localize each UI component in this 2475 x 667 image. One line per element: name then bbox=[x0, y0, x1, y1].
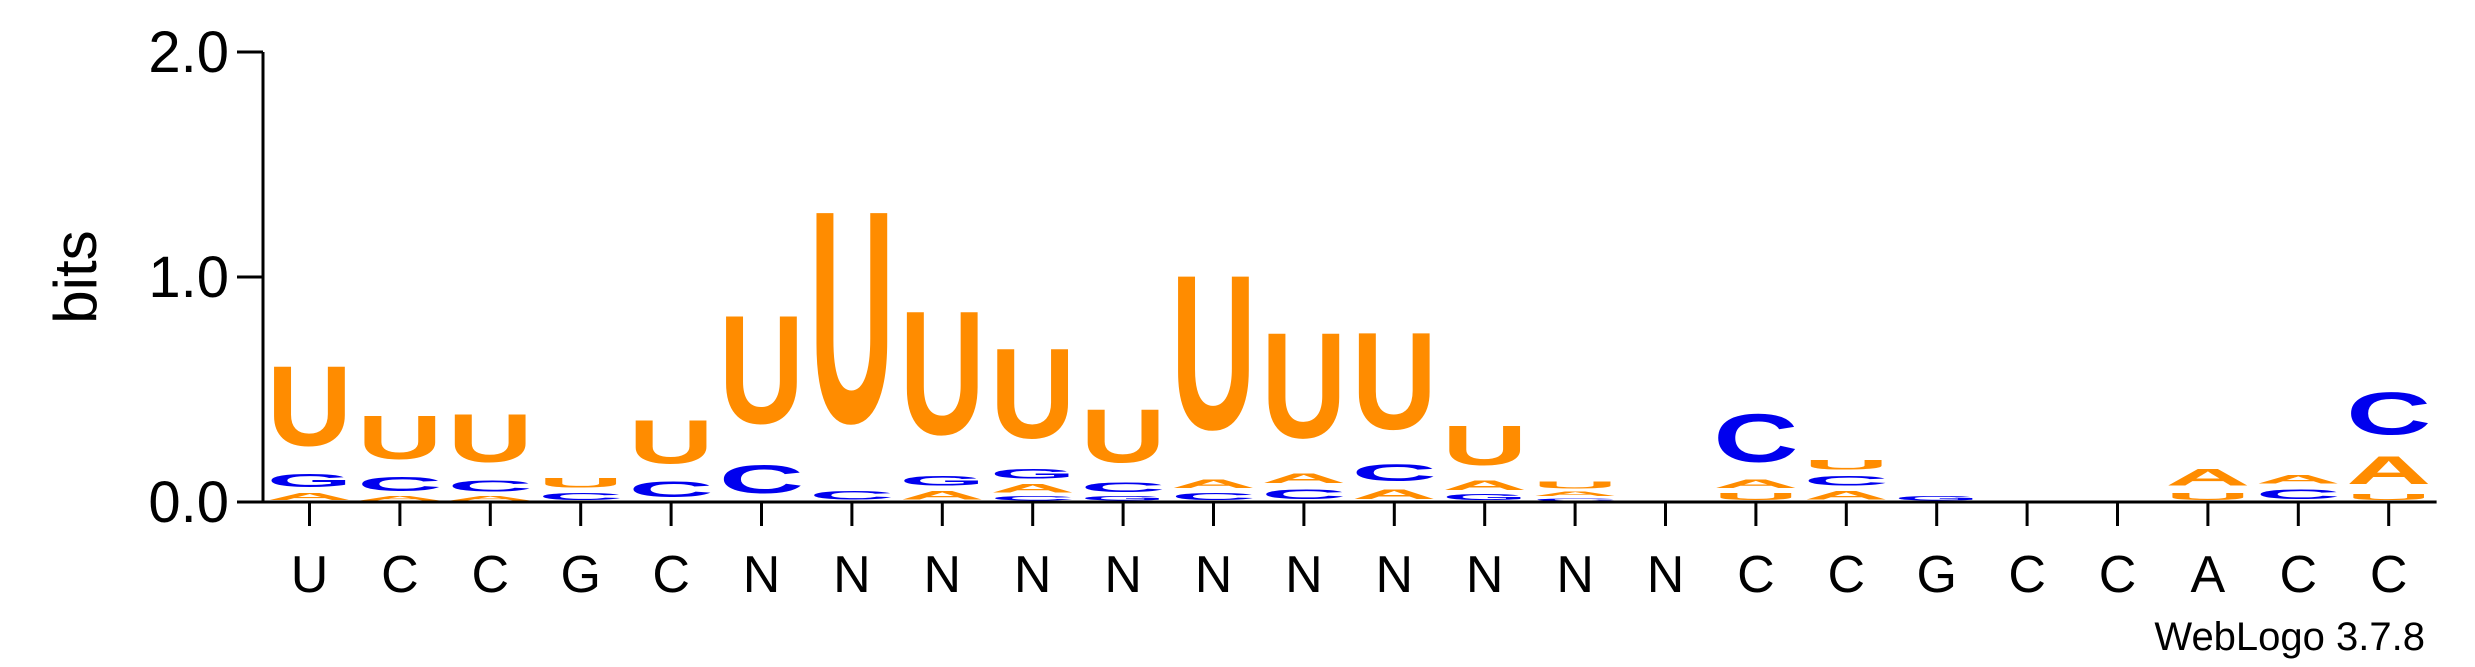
logo-letter-U: U bbox=[1533, 479, 1618, 490]
logo-letter-U: U bbox=[1713, 491, 1798, 502]
logo-letter-C: C bbox=[990, 495, 1075, 502]
y-axis-label: bits bbox=[42, 230, 109, 323]
logo-letter-C: C bbox=[809, 488, 894, 502]
logo-letter-A: A bbox=[1352, 486, 1437, 502]
logo-letter-C: C bbox=[1171, 491, 1256, 502]
logo-letter-C: C bbox=[448, 477, 533, 495]
x-tick-label: G bbox=[1916, 546, 1956, 604]
logo-letter-C: C bbox=[1261, 486, 1346, 502]
logo-letter-U: U bbox=[357, 403, 442, 472]
logo-letter-C: C bbox=[1352, 459, 1437, 486]
x-tick-label: N bbox=[1195, 546, 1233, 604]
logo-letter-U: U bbox=[1171, 229, 1256, 476]
logo-letter-A: A bbox=[357, 495, 442, 502]
logo-letter-A: A bbox=[900, 488, 985, 502]
logo-letter-A: A bbox=[448, 495, 533, 502]
logo-letter-A: A bbox=[267, 491, 352, 502]
logo-letter-G: G bbox=[1442, 493, 1527, 502]
logo-letter-U: U bbox=[809, 148, 894, 487]
logo-letter-C: C bbox=[1804, 473, 1889, 489]
logo-letter-A: A bbox=[1261, 470, 1346, 486]
logo-letter-U: U bbox=[2346, 493, 2431, 502]
x-tick-label: C bbox=[1828, 546, 1866, 604]
logo-letter-U: U bbox=[538, 475, 623, 491]
x-tick-label: C bbox=[381, 546, 419, 604]
logo-letter-G: G bbox=[1894, 495, 1979, 502]
logo-letter-C: C bbox=[1081, 479, 1166, 495]
logo-letter-A: A bbox=[2346, 448, 2431, 493]
x-tick-label: N bbox=[833, 546, 871, 604]
logo-letter-U: U bbox=[1804, 457, 1889, 473]
logo-letter-A: A bbox=[1804, 488, 1889, 502]
logo-letter-U: U bbox=[719, 285, 804, 457]
x-tick-label: N bbox=[1556, 546, 1594, 604]
logo-letter-C: C bbox=[629, 477, 714, 502]
logo-letter-C: C bbox=[1713, 401, 1798, 477]
x-tick-label: N bbox=[743, 546, 781, 604]
logo-letter-U: U bbox=[1442, 414, 1527, 477]
x-tick-label: N bbox=[1376, 546, 1414, 604]
y-tick-label: 0.0 bbox=[148, 470, 229, 535]
logo-letter-U: U bbox=[448, 401, 533, 477]
x-tick-label: C bbox=[2280, 546, 2318, 604]
weblogo-credit: WebLogo 3.7.8 bbox=[2154, 615, 2425, 659]
logo-letter-U: U bbox=[990, 322, 1075, 466]
x-tick-label: C bbox=[1737, 546, 1775, 604]
logo-letter-C: C bbox=[1533, 497, 1618, 501]
x-tick-label: G bbox=[560, 546, 600, 604]
x-tick-label: C bbox=[472, 546, 510, 604]
logo-letter-C: C bbox=[357, 473, 442, 495]
logo-letter-C: C bbox=[2256, 486, 2341, 502]
logo-letter-U: U bbox=[900, 274, 985, 472]
x-tick-label: N bbox=[1647, 546, 1685, 604]
logo-letter-U: U bbox=[267, 342, 352, 470]
logo-letter-G: G bbox=[990, 466, 1075, 482]
x-tick-label: N bbox=[1014, 546, 1052, 604]
logo-letter-G: G bbox=[900, 473, 985, 489]
x-tick-label: C bbox=[2008, 546, 2046, 604]
x-tick-label: N bbox=[924, 546, 962, 604]
x-tick-label: C bbox=[652, 546, 690, 604]
logo-letter-U: U bbox=[1081, 394, 1166, 479]
x-tick-label: N bbox=[1104, 546, 1142, 604]
logo-letter-A: A bbox=[1442, 477, 1527, 493]
logo-letter-A: A bbox=[1713, 477, 1798, 491]
logo-letter-C: C bbox=[538, 491, 623, 502]
logo-letter-A: A bbox=[2256, 473, 2341, 487]
logo-letter-A: A bbox=[990, 482, 1075, 496]
logo-letter-G: G bbox=[267, 470, 352, 490]
y-tick-label: 2.0 bbox=[148, 20, 229, 85]
logo-letter-A: A bbox=[2165, 464, 2250, 491]
y-tick-label: 1.0 bbox=[148, 245, 229, 310]
logo-letter-C: C bbox=[719, 457, 804, 502]
logo-letter-G: G bbox=[1081, 495, 1166, 502]
logo-letter-U: U bbox=[1352, 305, 1437, 459]
logo-letter-A: A bbox=[1533, 491, 1618, 498]
x-tick-label: N bbox=[1466, 546, 1504, 604]
x-tick-label: N bbox=[1285, 546, 1323, 604]
logo-letter-C: C bbox=[2346, 380, 2431, 448]
x-tick-label: A bbox=[2191, 546, 2226, 604]
x-tick-label: C bbox=[2099, 546, 2137, 604]
logo-letter-A: A bbox=[1171, 477, 1256, 491]
y-ticks: 0.0 1.0 2.0 bbox=[148, 20, 263, 535]
logo-letter-U: U bbox=[629, 407, 714, 476]
logo-letter-U: U bbox=[2165, 491, 2250, 502]
x-tick-label: C bbox=[2370, 546, 2408, 604]
x-tick-label: U bbox=[291, 546, 329, 604]
logo-letter-U: U bbox=[1261, 301, 1346, 469]
